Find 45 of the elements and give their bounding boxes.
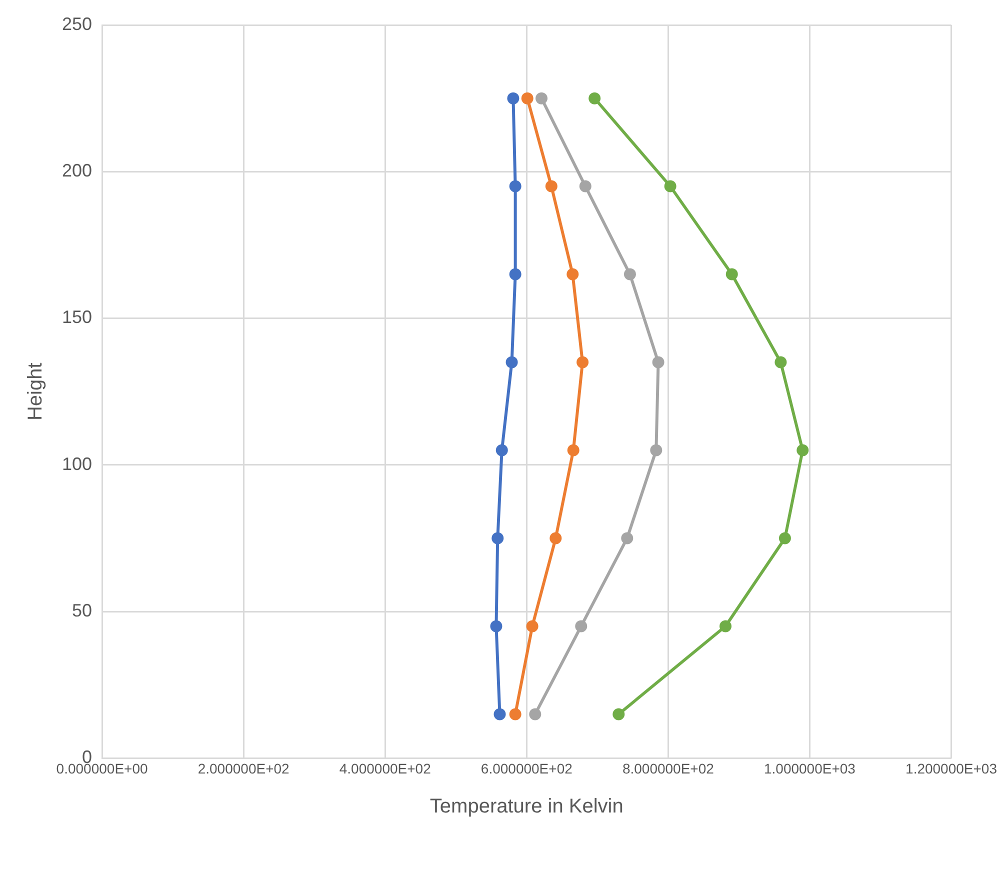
point — [567, 444, 580, 456]
y-tick-label: 50 — [72, 600, 92, 621]
point — [566, 268, 579, 280]
point — [550, 532, 562, 544]
point — [509, 708, 522, 720]
x-tick-label: 4.000000E+02 — [339, 760, 432, 776]
x-axis-title: Temperature in Kelvin — [430, 796, 624, 818]
point — [624, 268, 636, 280]
point — [526, 620, 538, 632]
point — [492, 532, 504, 544]
x-tick-label: 6.000000E+02 — [480, 760, 573, 776]
point — [576, 356, 589, 368]
point — [579, 180, 592, 192]
y-tick-label: 150 — [62, 307, 92, 328]
point — [496, 444, 508, 456]
x-tick-label: 8.000000E+02 — [622, 760, 714, 776]
point — [621, 532, 634, 544]
point — [506, 356, 518, 368]
point — [521, 92, 534, 104]
point — [664, 180, 676, 192]
point — [726, 268, 738, 280]
point — [507, 92, 520, 104]
x-tick-label: 1.000000E+03 — [764, 760, 856, 776]
y-axis-title: Height — [24, 362, 47, 421]
point — [650, 444, 662, 456]
y-tick-label: 100 — [62, 454, 92, 474]
x-tick-label: 2.000000E+02 — [198, 760, 290, 776]
point — [490, 620, 502, 632]
point — [575, 620, 588, 632]
point — [778, 532, 791, 544]
y-tick-label: 200 — [62, 160, 92, 181]
point — [509, 180, 522, 192]
point — [536, 92, 548, 104]
point — [796, 444, 809, 456]
point — [720, 620, 732, 632]
point — [494, 708, 506, 720]
x-tick-label: 1.200000E+03 — [906, 760, 998, 776]
point — [774, 356, 787, 368]
point — [509, 268, 522, 280]
point — [529, 708, 542, 720]
point — [588, 92, 601, 104]
point — [652, 356, 664, 368]
point — [545, 180, 558, 192]
y-tick-label: 250 — [62, 14, 92, 34]
point — [612, 708, 625, 720]
